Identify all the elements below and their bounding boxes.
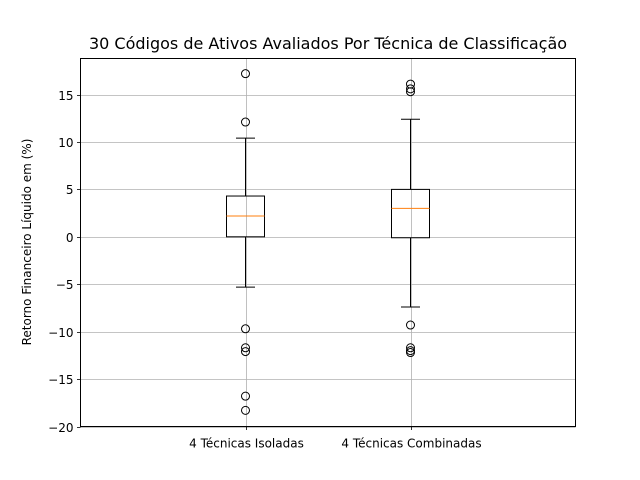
outlier-point: [406, 343, 415, 353]
y-tick-label: 5: [66, 183, 74, 197]
y-tick-label: −10: [48, 326, 73, 340]
iqr-box: [391, 188, 430, 239]
outlier-point: [241, 391, 250, 401]
y-tick-label: 0: [66, 231, 74, 245]
outlier-point: [241, 405, 250, 415]
outlier-point: [406, 79, 415, 89]
outlier-point: [406, 84, 415, 94]
y-tick-label: 10: [58, 136, 73, 150]
y-axis-label: Retorno Financeiro Líquido em (%): [20, 139, 34, 346]
y-tick-label: −20: [48, 421, 73, 435]
y-tick-label: −5: [56, 278, 74, 292]
y-tick-label: 15: [58, 89, 73, 103]
outlier-point: [241, 69, 250, 79]
axis-layer: −20 −15 −10 −5 0 5 10 15 4 Técnicas Isoladas 4 Té…: [48, 89, 481, 451]
outlier-point: [406, 320, 415, 330]
plot-area-frame: [80, 58, 576, 427]
outlier-point: [241, 343, 250, 353]
outlier-point: [406, 348, 415, 358]
outlier-point: [241, 117, 250, 127]
grid-layer: [80, 58, 576, 428]
outlier-point: [406, 87, 415, 97]
y-tick-label: −15: [48, 373, 73, 387]
x-tick-label: 4 Técnicas Isoladas: [189, 437, 304, 451]
chart-title: 30 Códigos de Ativos Avaliados Por Técni…: [89, 34, 567, 53]
outlier-point: [241, 324, 250, 334]
outlier-point: [241, 347, 250, 357]
plot-layer: [226, 69, 430, 415]
x-tick-label: 4 Técnicas Combinadas: [341, 437, 481, 451]
